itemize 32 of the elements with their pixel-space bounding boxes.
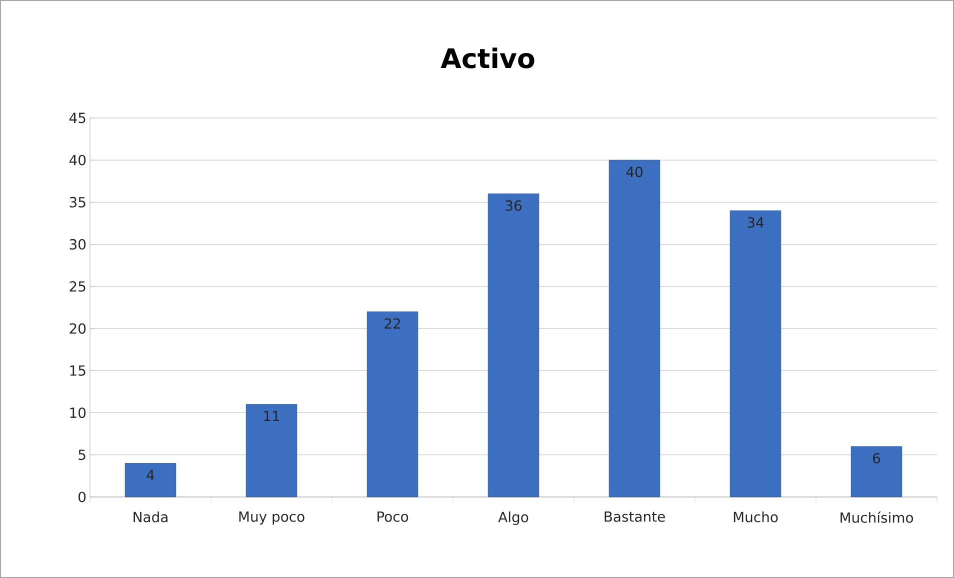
y-tick-label: 15 (70, 365, 86, 376)
bar (850, 446, 902, 498)
x-tick-label: Nada (134, 512, 168, 522)
bar (124, 463, 176, 498)
bar (488, 194, 540, 498)
x-tick-label: Mucho (734, 512, 778, 522)
bar (608, 160, 660, 498)
data-label: 4 (146, 470, 154, 480)
y-tick-label: 45 (69, 112, 86, 124)
data-label: 40 (626, 166, 642, 178)
data-label: 22 (384, 318, 400, 329)
y-tick-label: 40 (69, 154, 86, 166)
y-tick-label: 0 (78, 492, 86, 502)
y-tick-label: 10 (70, 407, 86, 418)
data-label: 34 (748, 217, 764, 228)
y-tick-label: 30 (70, 239, 86, 250)
data-label: 11 (264, 410, 280, 422)
bar (246, 404, 298, 498)
bar (730, 210, 782, 498)
y-tick-label: 20 (70, 323, 86, 334)
x-tick-label: Algo (498, 512, 528, 526)
y-tick-label: 25 (70, 281, 86, 292)
x-tick-label: Muchísimo (840, 512, 914, 523)
x-tick-label: Poco (378, 512, 408, 522)
data-label: 6 (873, 452, 880, 464)
y-tick-label: 5 (78, 450, 86, 460)
chart-title: Activo (440, 48, 534, 68)
bar (366, 312, 418, 498)
x-tick-label: Muy poco (239, 512, 304, 525)
y-tick-label: 35 (70, 196, 86, 208)
x-tick-label: Bastante (604, 512, 665, 522)
data-label: 36 (506, 200, 522, 211)
